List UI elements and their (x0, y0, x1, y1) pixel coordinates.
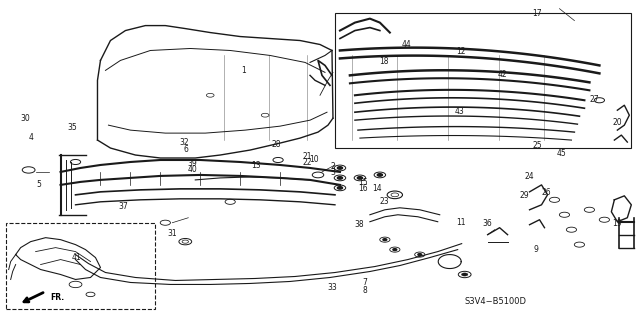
Text: 22: 22 (303, 158, 312, 167)
Circle shape (418, 254, 422, 256)
Text: 18: 18 (379, 56, 388, 65)
Text: 35: 35 (67, 122, 77, 132)
Text: 38: 38 (355, 220, 364, 229)
Bar (335, 13, 631, 148)
Text: 8: 8 (362, 286, 367, 295)
Circle shape (357, 177, 362, 179)
Text: FR.: FR. (51, 293, 65, 302)
Text: 3: 3 (330, 168, 335, 177)
Text: 44: 44 (401, 40, 411, 49)
Text: 17: 17 (532, 9, 542, 18)
Circle shape (393, 249, 397, 250)
Text: 21: 21 (303, 152, 312, 161)
Circle shape (383, 239, 387, 241)
Text: 24: 24 (525, 172, 534, 181)
Text: 14: 14 (372, 184, 382, 193)
Circle shape (337, 167, 342, 169)
Text: 43: 43 (454, 107, 464, 116)
Text: 45: 45 (557, 149, 566, 158)
Circle shape (337, 177, 342, 179)
Circle shape (378, 174, 383, 176)
Text: 27: 27 (590, 95, 600, 104)
Text: 2: 2 (330, 162, 335, 171)
Text: S3V4−B5100D: S3V4−B5100D (465, 297, 527, 306)
Text: 40: 40 (188, 165, 197, 174)
Text: 20: 20 (612, 117, 622, 127)
Text: 37: 37 (118, 202, 128, 211)
Text: 29: 29 (520, 190, 529, 200)
Text: 11: 11 (456, 218, 465, 227)
Circle shape (461, 273, 468, 276)
Circle shape (337, 187, 342, 189)
Text: 4: 4 (29, 133, 34, 142)
Text: 32: 32 (180, 138, 189, 147)
Text: 16: 16 (358, 184, 368, 193)
Text: 33: 33 (328, 283, 338, 292)
Text: 39: 39 (188, 159, 197, 168)
Text: 26: 26 (542, 188, 552, 197)
Text: 12: 12 (456, 47, 465, 56)
Text: 42: 42 (497, 70, 507, 79)
Text: 23: 23 (379, 197, 388, 206)
Bar (6, 223, 156, 309)
Text: 41: 41 (71, 253, 81, 262)
Text: 28: 28 (272, 140, 282, 149)
Text: 1: 1 (241, 66, 246, 75)
Text: 15: 15 (358, 178, 368, 187)
Text: 7: 7 (362, 278, 367, 287)
Text: 10: 10 (309, 155, 319, 164)
Text: 25: 25 (532, 141, 542, 150)
Text: 9: 9 (533, 245, 538, 254)
Text: 6: 6 (184, 145, 188, 154)
Text: 5: 5 (36, 181, 42, 189)
Text: 36: 36 (483, 219, 492, 228)
Text: 19: 19 (612, 219, 622, 228)
Text: 13: 13 (252, 161, 261, 170)
Text: 30: 30 (20, 114, 30, 123)
Text: 31: 31 (167, 229, 177, 238)
